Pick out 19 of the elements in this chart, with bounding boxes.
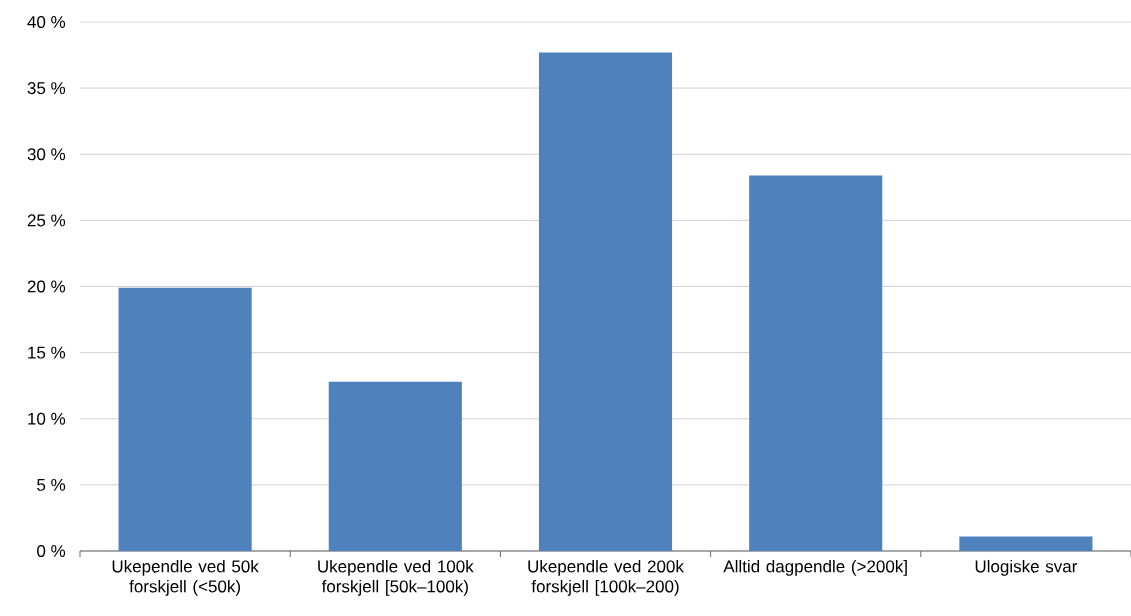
bar — [328, 381, 462, 551]
x-tick-label: Ukependle ved 200k forskjell [100k–200) — [528, 559, 684, 596]
y-tick-label: 25 % — [27, 214, 66, 227]
y-tick-label: 5 % — [37, 478, 66, 491]
y-tick-label: 30 % — [27, 148, 66, 161]
bar — [118, 287, 252, 551]
bar — [959, 536, 1093, 551]
y-tick-label: 10 % — [28, 412, 66, 425]
y-tick-label: 35 % — [27, 82, 66, 95]
y-tick-label: 20 % — [27, 280, 66, 293]
x-tick-label: Alltid dagpendle (>200k] — [723, 559, 907, 576]
y-tick-label: 0 % — [37, 544, 66, 558]
y-tick-label: 15 % — [28, 346, 66, 359]
x-tick-label: Ulogiske svar — [975, 559, 1078, 576]
bar — [538, 52, 673, 551]
x-tick-label: Ukependle ved 100k forskjell [50k–100k) — [318, 559, 474, 596]
y-tick-label: 40 % — [27, 15, 66, 29]
bar — [749, 175, 883, 551]
x-tick-label: Ukependle ved 50k forskjell (<50k) — [112, 559, 259, 596]
